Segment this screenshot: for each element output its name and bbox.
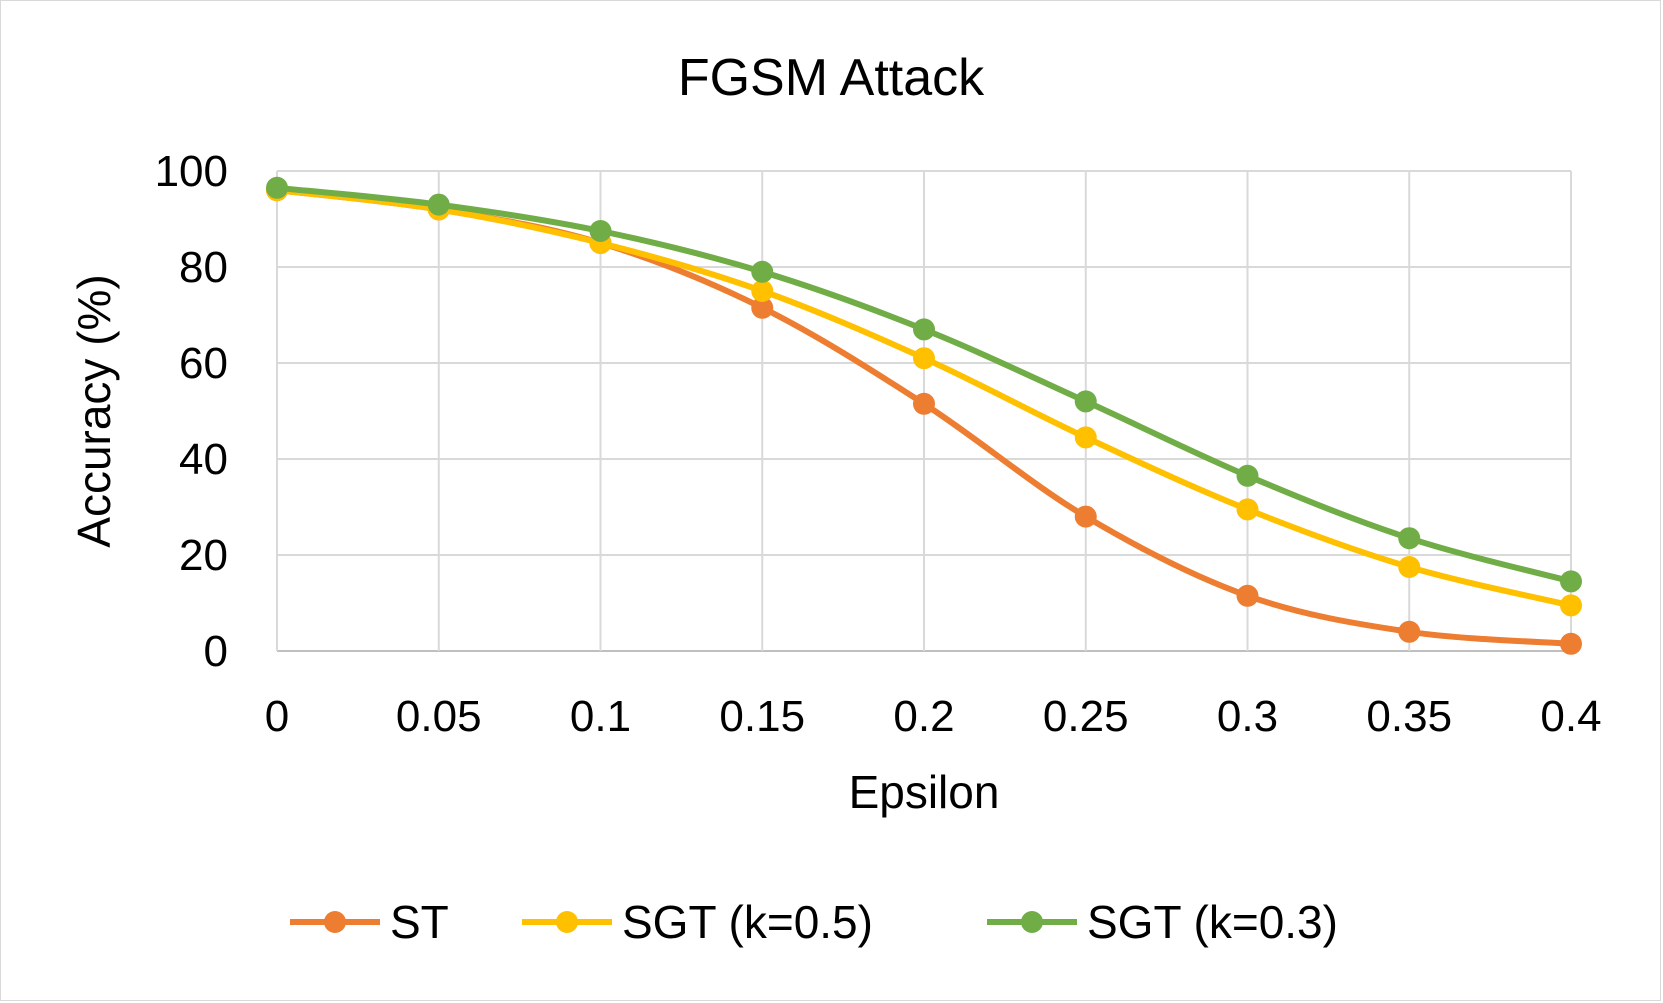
- data-point: [751, 296, 774, 319]
- x-tick-label: 0.15: [719, 692, 805, 741]
- data-point: [1074, 505, 1097, 528]
- data-point: [427, 193, 450, 216]
- x-axis-label: Epsilon: [849, 766, 1000, 818]
- x-tick-label: 0.2: [893, 692, 954, 741]
- legend-marker: [556, 911, 578, 933]
- legend-item: SGT (k=0.5): [522, 896, 873, 948]
- legend-item: ST: [290, 896, 449, 948]
- legend-label: SGT (k=0.5): [622, 896, 873, 948]
- data-point: [913, 347, 935, 370]
- data-point: [1074, 426, 1097, 449]
- x-tick-label: 0.25: [1043, 692, 1129, 741]
- data-point: [1398, 527, 1421, 550]
- legend-marker: [324, 911, 346, 933]
- y-tick-label: 60: [179, 339, 228, 388]
- data-point: [266, 176, 288, 199]
- x-tick-label: 0.35: [1366, 692, 1452, 741]
- data-point: [751, 260, 774, 283]
- data-point: [1560, 632, 1582, 655]
- series-3: [266, 176, 1582, 593]
- data-point: [1560, 570, 1582, 593]
- y-tick-label: 100: [155, 147, 228, 196]
- data-point: [1236, 584, 1259, 607]
- legend-label: SGT (k=0.3): [1087, 896, 1338, 948]
- x-tick-label: 0: [265, 692, 289, 741]
- data-point: [1398, 620, 1421, 643]
- data-point: [1398, 556, 1421, 578]
- data-point: [1074, 390, 1097, 413]
- y-axis-label: Accuracy (%): [68, 274, 120, 547]
- y-tick-labels: 0 20 40 60 80 100: [155, 147, 228, 676]
- legend: ST SGT (k=0.5) SGT (k=0.3): [290, 896, 1338, 948]
- data-point: [751, 280, 774, 302]
- legend-label: ST: [390, 896, 449, 948]
- data-point: [913, 392, 935, 415]
- y-tick-label: 20: [179, 531, 228, 580]
- legend-item: SGT (k=0.3): [987, 896, 1338, 948]
- data-point: [589, 220, 612, 242]
- data-point: [1236, 464, 1259, 487]
- data-point: [913, 318, 935, 341]
- x-tick-label: 0.1: [570, 692, 631, 741]
- x-tick-label: 0.05: [396, 692, 482, 741]
- x-tick-labels: 0 0.05 0.1 0.15 0.2 0.25 0.3 0.35 0.4: [265, 692, 1602, 741]
- y-tick-label: 40: [179, 435, 228, 484]
- y-tick-label: 0: [204, 627, 228, 676]
- legend-marker: [1021, 911, 1043, 933]
- y-tick-label: 80: [179, 243, 228, 292]
- series-group: [266, 176, 1582, 655]
- data-point: [1560, 594, 1582, 617]
- data-point: [1236, 498, 1259, 521]
- x-tick-label: 0.4: [1540, 692, 1601, 741]
- chart-title: FGSM Attack: [678, 49, 985, 107]
- x-tick-label: 0.3: [1217, 692, 1278, 741]
